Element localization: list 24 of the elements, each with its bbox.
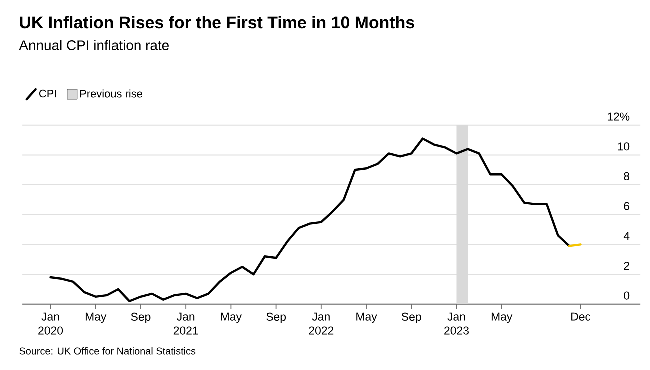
y-tick-label: 6 <box>624 202 630 210</box>
y-tick-label: 10 <box>618 142 630 151</box>
y-tick-label: 0 <box>624 292 630 300</box>
x-tick-label: Sep <box>402 312 422 324</box>
x-tick-label: May <box>492 312 513 324</box>
chart-title: UK Inflation Rises for the First Time in 10 Months <box>20 16 414 29</box>
x-tick-label: May <box>221 312 242 324</box>
source-note: Source: UK Office for National Statistics <box>20 347 196 355</box>
y-tick-label: 2 <box>624 262 630 270</box>
y-tick-label: 8 <box>624 172 630 181</box>
chart-subtitle: Annual CPI inflation rate <box>19 40 169 50</box>
x-tick-label: Jan 2022 <box>309 312 334 335</box>
legend-label: CPI <box>40 90 56 98</box>
y-tick-label: 4 <box>624 232 630 240</box>
y-tick-label: 12% <box>608 112 630 121</box>
x-tick-label: Sep <box>266 312 286 324</box>
x-tick-label: May <box>356 312 378 324</box>
legend-label: Previous rise <box>80 90 142 98</box>
x-tick-label: Dec <box>572 312 591 321</box>
x-tick-label: May <box>86 312 107 324</box>
x-tick-label: Jan 2021 <box>174 312 198 335</box>
x-tick-label: Jan 2020 <box>38 312 64 335</box>
x-tick-label: Sep <box>131 312 151 324</box>
x-tick-label: Jan 2023 <box>444 312 469 335</box>
